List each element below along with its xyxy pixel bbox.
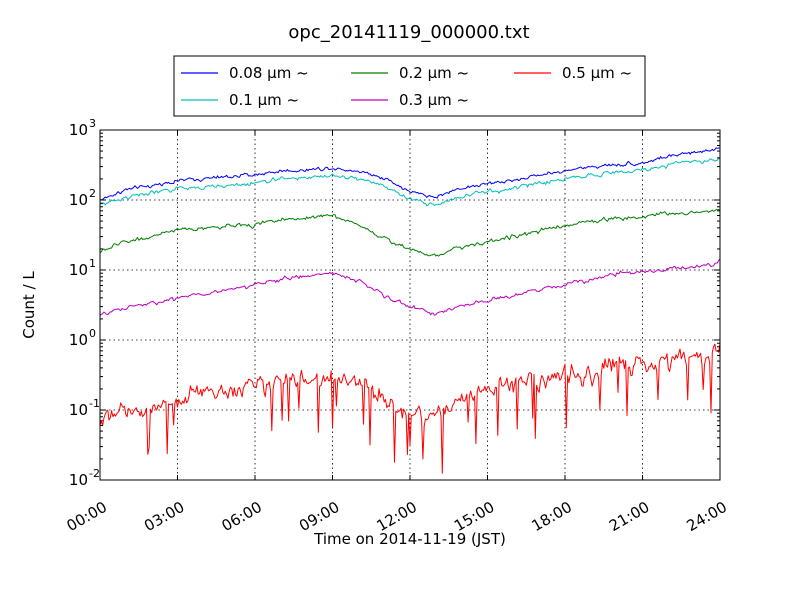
y-tick-label-base: 10 <box>69 121 88 139</box>
series-line <box>99 209 721 257</box>
legend-label: 0.1 μm ~ <box>229 91 299 109</box>
y-tick-label-base: 10 <box>69 471 88 489</box>
y-tick-label-base: 10 <box>69 331 88 349</box>
legend-label: 0.3 μm ~ <box>399 91 469 109</box>
legend-label: 0.2 μm ~ <box>399 64 469 82</box>
series-layer <box>99 147 721 474</box>
series-line <box>99 147 720 201</box>
x-tick-label: 03:00 <box>141 498 187 535</box>
x-tick-label: 24:00 <box>684 498 730 535</box>
y-tick-label-exp: 2 <box>89 187 96 200</box>
series-line <box>99 258 721 316</box>
x-axis-label: Time on 2014-11-19 (JST) <box>313 530 506 548</box>
x-tick-label: 06:00 <box>219 498 265 535</box>
x-tick-label: 18:00 <box>529 498 575 535</box>
y-tick-label-exp: -1 <box>89 397 100 410</box>
y-tick-label-base: 10 <box>69 191 88 209</box>
y-axis-label: Count / L <box>20 271 38 339</box>
y-tick-label-base: 10 <box>69 401 88 419</box>
grid-layer <box>100 130 720 480</box>
y-tick-label-exp: 3 <box>89 117 96 130</box>
legend: 0.08 μm ~ 0.1 μm ~ 0.2 μm ~ 0.3 μm ~ 0.5 μm … <box>173 55 646 117</box>
y-tick-label-base: 10 <box>69 261 88 279</box>
ticks-layer <box>99 129 721 481</box>
series-line <box>99 157 721 207</box>
legend-label: 0.08 μm ~ <box>229 64 309 82</box>
series-line <box>99 343 721 474</box>
y-tick-label-exp: 1 <box>89 257 96 270</box>
chart-title: opc_20141119_000000.txt <box>288 22 529 43</box>
legend-label: 0.5 μm ~ <box>562 64 632 82</box>
y-tick-label-exp: -2 <box>89 467 100 480</box>
y-tick-label-exp: 0 <box>89 327 96 340</box>
x-tick-label: 21:00 <box>606 498 652 535</box>
legend-items: 0.08 μm ~ 0.1 μm ~ 0.2 μm ~ 0.3 μm ~ 0.5 μm … <box>181 64 632 109</box>
legend-frame <box>173 55 646 117</box>
x-tick-label: 00:00 <box>64 498 110 535</box>
